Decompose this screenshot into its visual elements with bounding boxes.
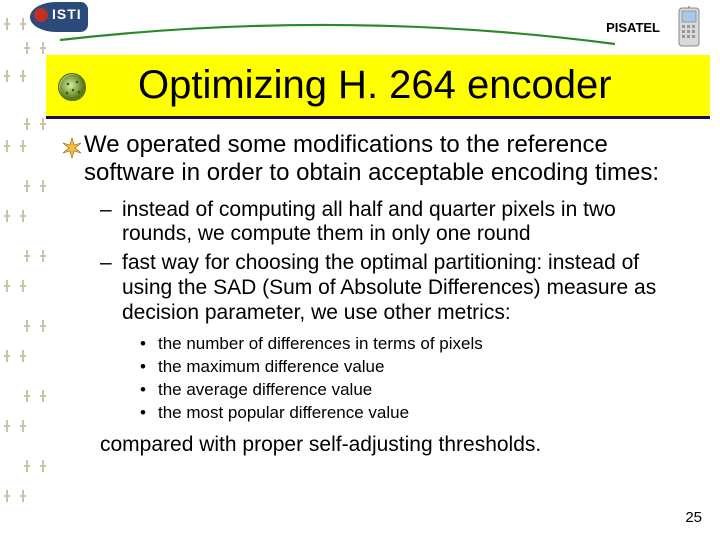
dash-item: – instead of computing all half and quar… bbox=[100, 198, 690, 248]
dot-list: •the number of differences in terms of p… bbox=[140, 333, 690, 425]
intro-text: We operated some modifications to the re… bbox=[84, 131, 690, 188]
slide-header: ISTI PISATEL bbox=[0, 0, 720, 55]
dot-text: the maximum difference value bbox=[158, 356, 384, 379]
phone-icon bbox=[676, 6, 702, 48]
dot-item: •the average difference value bbox=[140, 379, 690, 402]
slide-body: We operated some modifications to the re… bbox=[0, 119, 720, 457]
dot-marker: • bbox=[140, 333, 158, 356]
title-bullet-icon bbox=[58, 73, 86, 101]
dash-marker: – bbox=[100, 251, 122, 325]
spark-bullet-icon bbox=[60, 137, 84, 159]
dash-list: – instead of computing all half and quar… bbox=[100, 198, 690, 326]
dot-item: •the most popular difference value bbox=[140, 402, 690, 425]
page-number: 25 bbox=[685, 509, 702, 526]
dot-text: the average difference value bbox=[158, 379, 372, 402]
swoosh-divider bbox=[60, 20, 620, 60]
dot-marker: • bbox=[140, 356, 158, 379]
closing-text: compared with proper self-adjusting thre… bbox=[100, 433, 690, 457]
dot-text: the most popular difference value bbox=[158, 402, 409, 425]
dot-marker: • bbox=[140, 379, 158, 402]
dot-marker: • bbox=[140, 402, 158, 425]
title-band: Optimizing H. 264 encoder bbox=[46, 55, 710, 119]
dot-item: •the maximum difference value bbox=[140, 356, 690, 379]
dash-text: instead of computing all half and quarte… bbox=[122, 198, 690, 248]
dot-text: the number of differences in terms of pi… bbox=[158, 333, 483, 356]
dash-item: – fast way for choosing the optimal part… bbox=[100, 251, 690, 325]
slide-title: Optimizing H. 264 encoder bbox=[138, 63, 612, 108]
dash-marker: – bbox=[100, 198, 122, 248]
dash-text: fast way for choosing the optimal partit… bbox=[122, 251, 690, 325]
dot-item: •the number of differences in terms of p… bbox=[140, 333, 690, 356]
